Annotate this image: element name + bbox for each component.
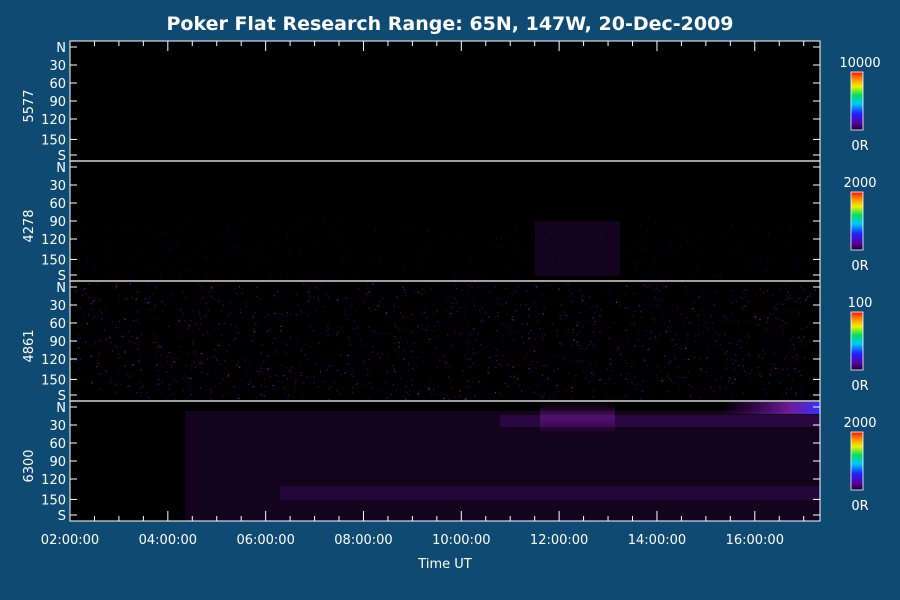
y-tick-label: 90 (49, 335, 66, 350)
y-tick-label: 120 (41, 113, 66, 128)
y-tick-label: 60 (49, 77, 66, 92)
colorbar-min-label: 0R (851, 139, 868, 154)
x-tick-label: 04:00:00 (139, 533, 197, 548)
y-tick-label: 30 (49, 59, 66, 74)
y-tick-label: 30 (49, 179, 66, 194)
x-tick-label: 10:00:00 (432, 533, 490, 548)
colorbar-group: 10000 0R 2000 0R 100 0R 2000 0R (839, 56, 880, 514)
x-tick-label: 14:00:00 (628, 533, 686, 548)
x-axis: 02:00:00 04:00:00 06:00:00 08:00:00 10:00:00… (41, 41, 805, 548)
colorbar-gradient (850, 311, 864, 371)
x-tick-label: 12:00:00 (530, 533, 588, 548)
y-tick-label: 60 (49, 317, 66, 332)
y-tick-label: 60 (49, 437, 66, 452)
y-tick-label: 60 (49, 197, 66, 212)
panel-label: 4278 (22, 209, 37, 242)
x-tick-label: 16:00:00 (726, 533, 784, 548)
y-tick-label: 120 (41, 473, 66, 488)
emission-bands (185, 221, 820, 521)
x-tick-label: 02:00:00 (41, 533, 99, 548)
y-tick-label: 90 (49, 95, 66, 110)
x-tick-label: 08:00:00 (334, 533, 392, 548)
y-tick-label: S (58, 509, 66, 524)
panel-label: 4861 (22, 329, 37, 362)
y-tick-label: 150 (41, 373, 66, 388)
colorbar-gradient (850, 191, 864, 251)
x-axis-label: Time UT (417, 557, 471, 572)
colorbar-max-label: 2000 (843, 416, 876, 431)
colorbar-gradient (850, 431, 864, 491)
colorbar-6300: 2000 0R (843, 416, 876, 514)
panel-label: 5577 (22, 89, 37, 122)
y-tick-label: 150 (41, 133, 66, 148)
y-tick-label: 90 (49, 455, 66, 470)
colorbar-min-label: 0R (851, 499, 868, 514)
y-tick-label: 30 (49, 299, 66, 314)
y-tick-label: S (58, 149, 66, 164)
colorbar-min-label: 0R (851, 379, 868, 394)
y-tick-label: 150 (41, 493, 66, 508)
y-tick-label: 120 (41, 233, 66, 248)
emission-speckle (72, 221, 819, 401)
y-tick-label: 150 (41, 253, 66, 268)
x-tick-label: 06:00:00 (236, 533, 294, 548)
colorbar-gradient (850, 71, 864, 131)
colorbar-4861: 100 0R (848, 296, 873, 394)
y-tick-label: 30 (49, 419, 66, 434)
y-tick-label: N (56, 281, 66, 296)
y-tick-label: 90 (49, 215, 66, 230)
colorbar-max-label: 2000 (843, 176, 876, 191)
y-tick-label: S (58, 389, 66, 404)
colorbar-min-label: 0R (851, 259, 868, 274)
panel-group: N306090120150S5577N306090120150S4278N306… (22, 41, 820, 524)
colorbar-5577: 10000 0R (839, 56, 880, 154)
y-tick-label: S (58, 269, 66, 284)
y-tick-label: N (56, 401, 66, 416)
chart-title: Poker Flat Research Range: 65N, 147W, 20… (166, 13, 733, 35)
y-tick-label: 120 (41, 353, 66, 368)
panel-label: 6300 (22, 449, 37, 482)
colorbar-max-label: 10000 (839, 56, 880, 71)
y-tick-label: N (56, 41, 66, 56)
colorbar-max-label: 100 (848, 296, 873, 311)
plot-frame (69, 40, 821, 522)
colorbar-4278: 2000 0R (843, 176, 876, 274)
y-tick-label: N (56, 161, 66, 176)
